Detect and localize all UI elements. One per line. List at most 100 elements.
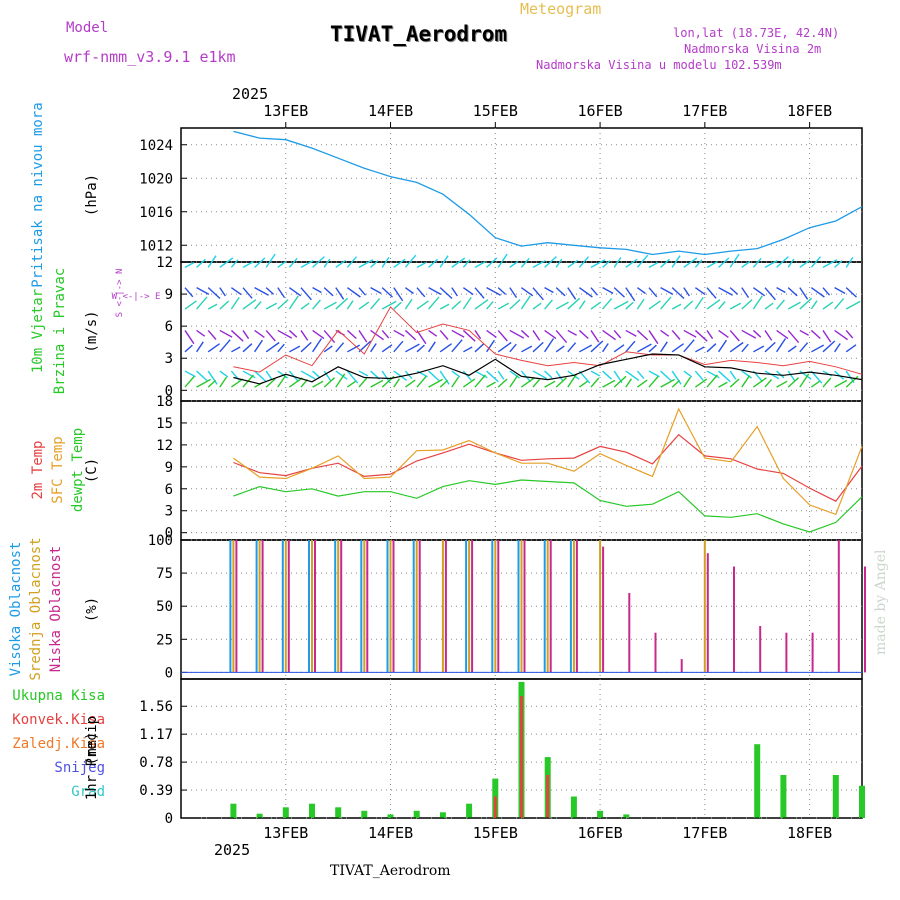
precip-bar-1-11 [520,696,523,818]
wind-barb-2-45 [706,299,721,310]
wind-barb-5-15 [358,370,369,377]
wind-barb-3-50 [764,330,773,341]
legend-cloud-1: Srednja Oblacnost [28,537,44,680]
wind-barb-0-24 [462,259,471,268]
wind-barb-6-47 [729,378,740,388]
cloud-bar-1-6 [389,540,392,673]
wind-barb-3-52 [787,329,800,344]
wind-barb-5-18 [393,370,408,381]
wind-barb-6-41 [660,378,675,388]
wind-barb-3-24 [462,329,476,342]
cloud-bar-0-0 [229,540,232,673]
wind-barb-5-56 [834,370,844,380]
wind-barb-1-27 [497,287,507,295]
wind-barb-5-38 [625,370,640,381]
wind-barb-1-40 [648,287,658,298]
ylabel-cloud: (%) [84,597,100,622]
cloud-bar-0-1 [255,540,258,673]
ytick-label-precip-4: 1.56 [139,699,173,715]
wind-barb-1-28 [509,287,518,298]
wind-barb-6-16 [370,379,384,388]
wind-barb-2-36 [602,297,613,310]
wind-barb-4-52 [787,345,797,353]
wind-barb-4-29 [521,345,533,353]
wind-barb-0-20 [416,261,427,268]
wind-barb-1-45 [706,287,717,299]
wind-barb-4-27 [497,341,512,353]
wind-barb-0-37 [613,257,622,268]
cloud-bar-2-19 [733,566,735,673]
wind-barb-3-6 [254,329,265,338]
wind-barb-2-1 [196,296,208,310]
wind-barb-0-25 [474,260,486,268]
wind-barb-6-29 [520,377,535,388]
wind-barb-4-56 [834,343,841,353]
wind-barb-2-16 [370,297,381,310]
wind-barb-6-18 [393,378,400,388]
wind-barb-5-3 [219,370,229,378]
wind-barb-6-46 [718,381,728,388]
ytick-label-cloud-1: 25 [156,632,173,648]
legend-wind-1: Brzina i Pravac [52,268,68,394]
wind-barb-6-39 [636,379,648,388]
wind-barb-1-53 [799,287,809,300]
wind-barb-4-51 [776,338,787,353]
ytick-label-cloud-4: 100 [148,533,173,549]
wind-barb-0-21 [428,258,438,268]
precip-title: 1hr Precip [84,716,100,800]
cloud-bar-0-11 [517,540,520,673]
cloud-bar-1-1 [258,540,261,673]
wind-barb-4-19 [405,343,420,353]
wind-barb-4-37 [613,344,625,353]
ytick-label-pressure-0: 1012 [139,238,173,254]
wind-barb-0-57 [845,257,854,268]
wind-barb-6-32 [555,377,567,388]
wind-barb-3-51 [776,329,789,340]
date-label-bottom-5: 18FEB [787,824,832,842]
wind-barb-3-36 [602,329,617,341]
wind-barb-6-33 [567,373,578,388]
wind-barb-6-15 [358,377,368,388]
precip-bar-0-7 [413,810,420,818]
ytick-label-temperature-3: 9 [165,460,173,476]
cloud-bar-2-7 [418,540,421,673]
model-label: Model [66,20,109,36]
cloud-bar-2-2 [287,540,290,673]
wind-barb-2-17 [381,300,397,310]
wind-barb-5-42 [671,370,682,385]
wind-barb-3-21 [428,329,438,337]
ytick-label-cloud-0: 0 [165,665,173,681]
wind-barb-0-6 [254,257,266,268]
wind-barb-3-48 [741,329,757,339]
wind-barb-3-32 [555,329,568,344]
cloud-bar-1-13 [572,540,575,673]
wind-barb-2-0 [184,300,197,310]
precip-bar-0-9 [466,803,473,818]
elevation: Nadmorska Visina 2m [684,42,822,56]
wind-barb-4-11 [312,338,323,353]
wind-barb-5-36 [602,370,612,380]
wind-barb-6-20 [416,376,427,388]
wind-barb-5-35 [590,370,601,377]
wind-barb-3-17 [381,329,390,339]
wind-barb-0-41 [660,258,670,268]
ytick-label-temperature-6: 18 [156,394,173,410]
cloud-bar-2-3 [314,540,316,673]
cloud-bar-2-16 [654,632,657,673]
wind-barb-3-54 [810,329,821,340]
wind-barb-0-28 [509,260,519,268]
wind-barb-5-23 [451,370,461,378]
wind-barb-6-24 [462,378,476,388]
wind-barb-4-15 [358,340,372,353]
wind-barb-0-14 [346,256,358,268]
page-title: TIVAT_Aerodrom [330,22,508,46]
cloud-bar-1-2 [284,540,287,673]
wind-barb-4-31 [544,338,555,353]
wind-barb-2-27 [497,302,510,310]
wind-barb-0-30 [532,259,546,268]
wind-barb-3-55 [822,330,832,343]
wind-barb-1-42 [671,287,685,300]
wind-barb-0-39 [636,254,649,268]
wind-barb-5-41 [660,370,672,382]
wind-barb-4-20 [416,344,425,353]
